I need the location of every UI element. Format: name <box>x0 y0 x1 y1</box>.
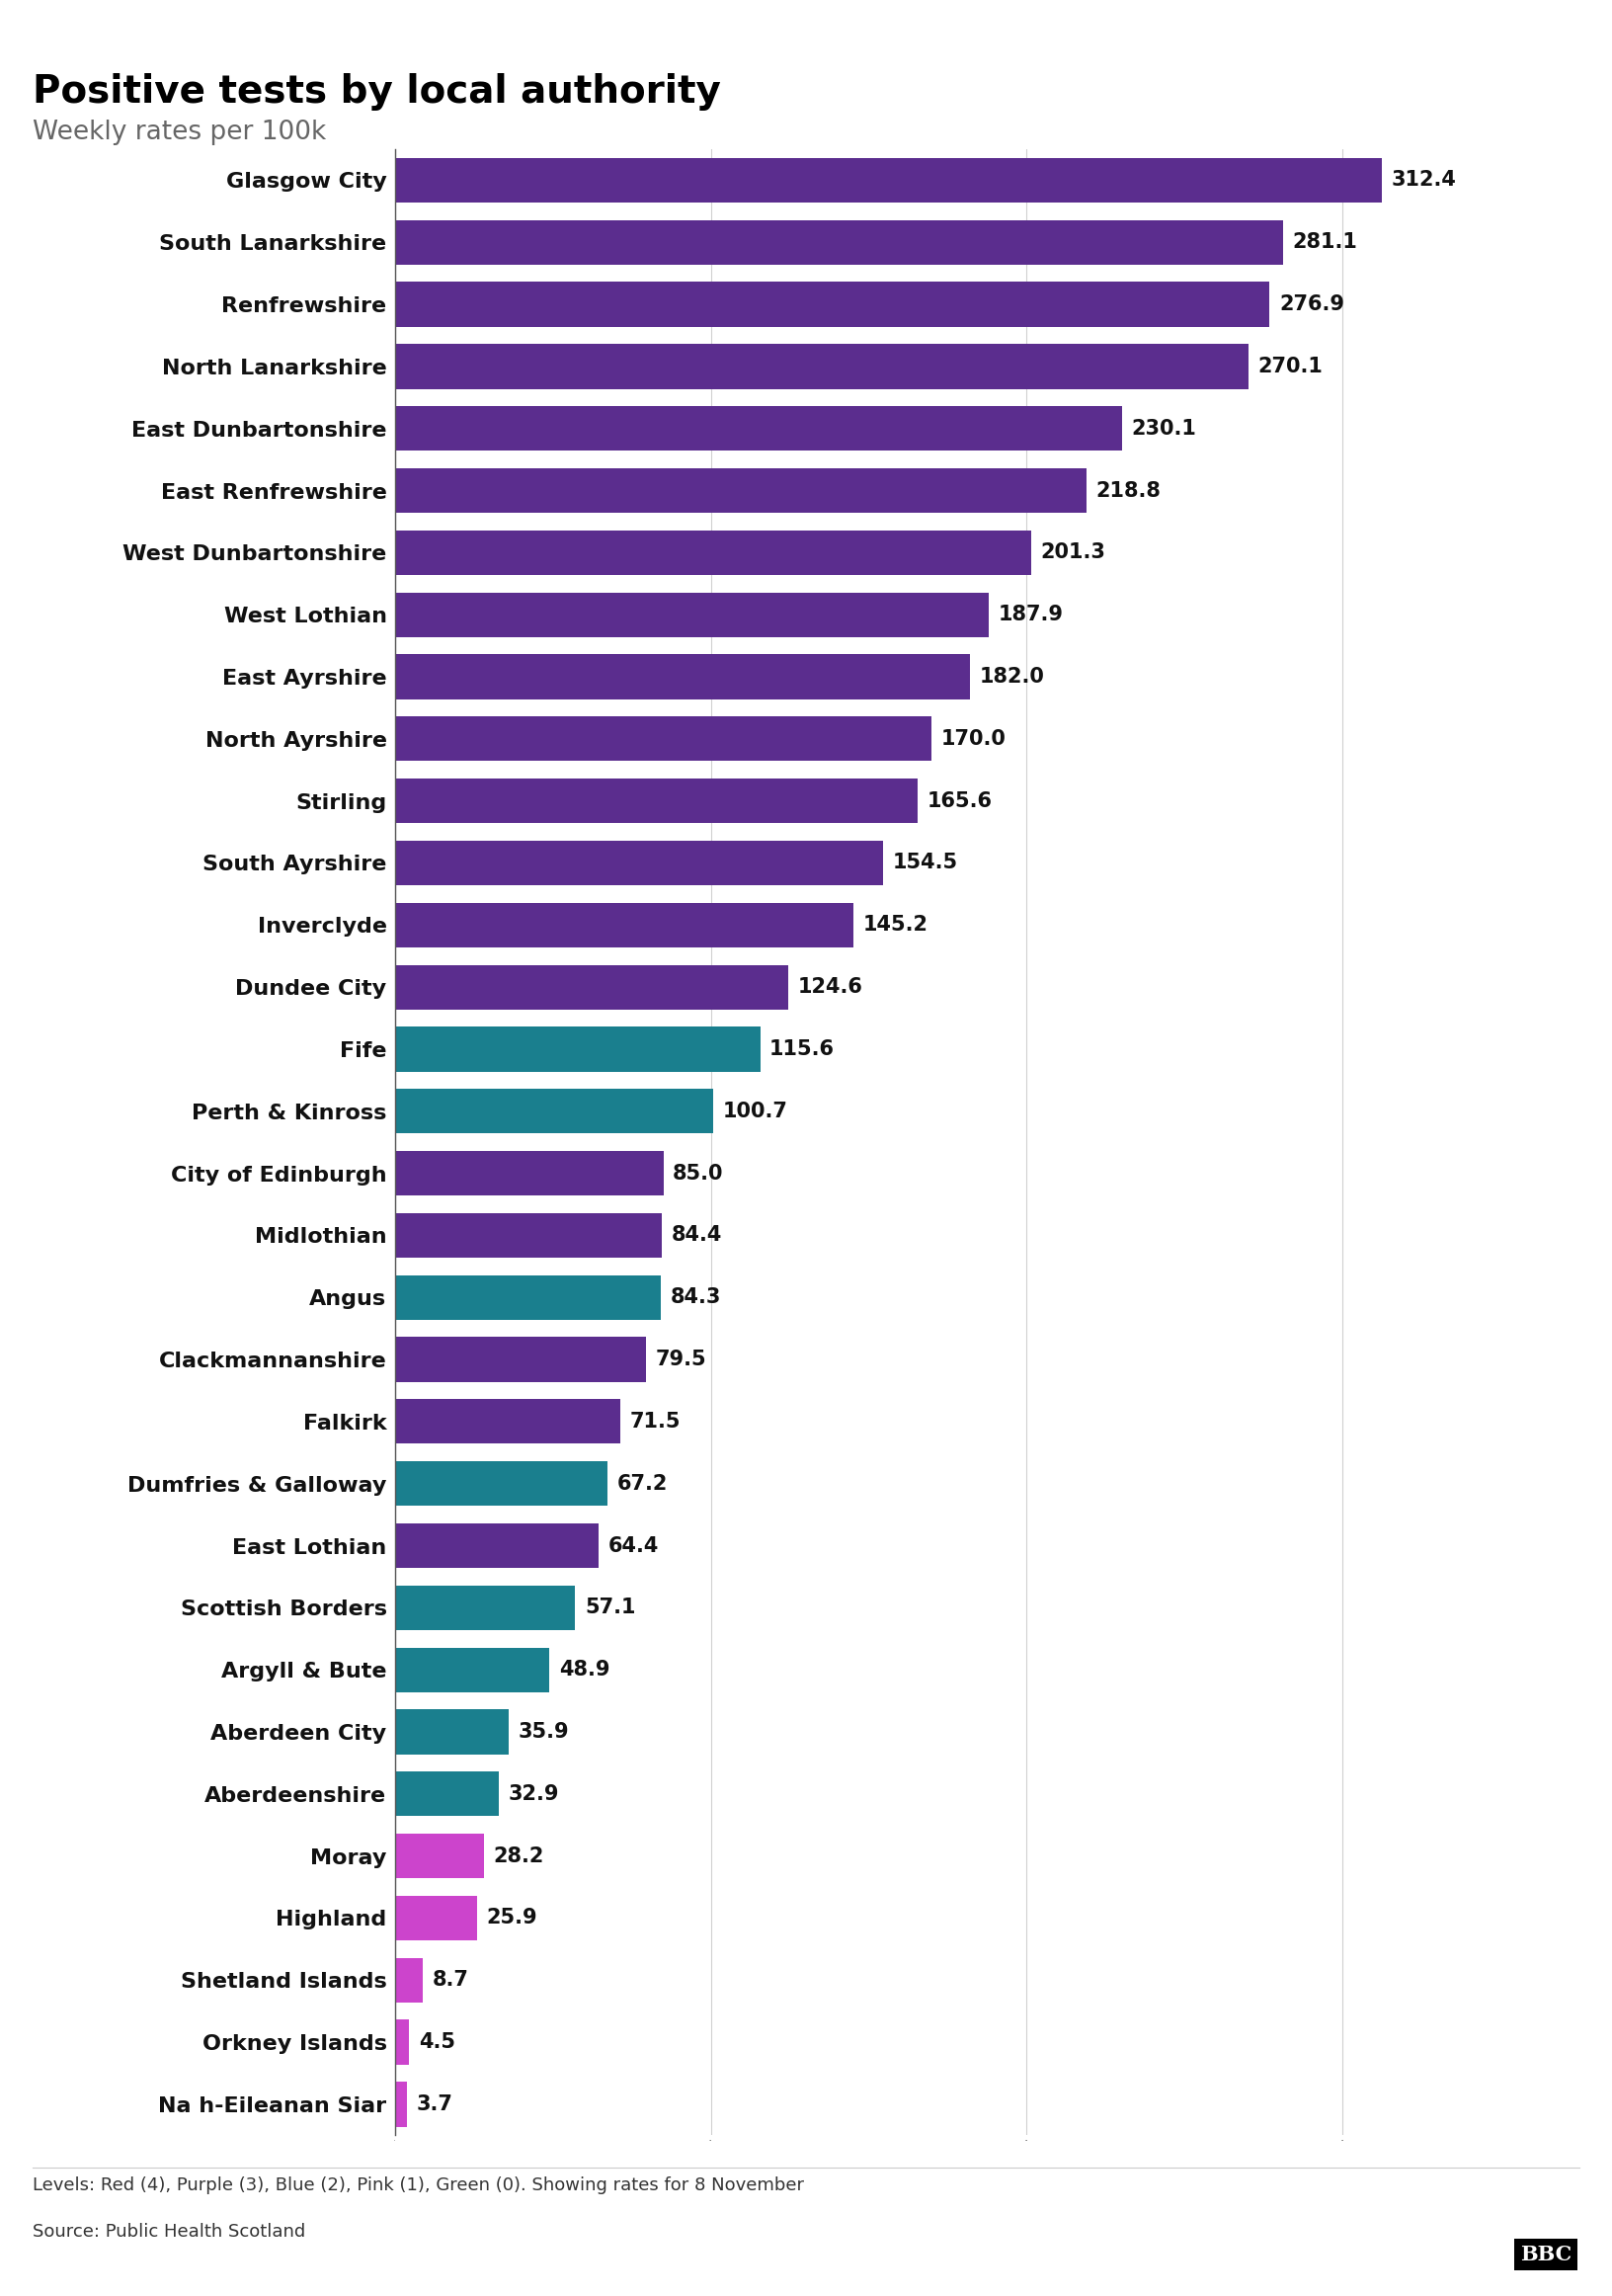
Bar <box>395 778 917 824</box>
Bar <box>395 1587 575 1630</box>
Bar <box>395 2082 406 2126</box>
Bar <box>395 1150 664 1196</box>
Text: 25.9: 25.9 <box>487 1908 537 1929</box>
Bar <box>395 1522 598 1568</box>
Text: BBC: BBC <box>1520 2245 1572 2264</box>
Bar <box>395 1649 550 1692</box>
Text: 230.1: 230.1 <box>1132 418 1196 439</box>
Text: 100.7: 100.7 <box>722 1102 788 1120</box>
Bar <box>395 654 970 698</box>
Bar <box>395 282 1270 326</box>
Text: 218.8: 218.8 <box>1096 480 1161 501</box>
Bar <box>395 1398 621 1444</box>
Text: 85.0: 85.0 <box>672 1164 724 1182</box>
Bar <box>395 406 1122 450</box>
Text: 270.1: 270.1 <box>1257 356 1322 377</box>
Text: 8.7: 8.7 <box>432 1970 469 1991</box>
Text: 281.1: 281.1 <box>1293 232 1357 253</box>
Bar <box>395 1212 661 1258</box>
Text: Source: Public Health Scotland: Source: Public Health Scotland <box>32 2223 305 2241</box>
Text: Weekly rates per 100k: Weekly rates per 100k <box>32 119 326 145</box>
Bar <box>395 1336 646 1382</box>
Bar <box>395 1026 761 1072</box>
Bar <box>395 220 1283 264</box>
Text: 64.4: 64.4 <box>608 1536 659 1557</box>
Bar <box>395 1896 477 1940</box>
Text: Levels: Red (4), Purple (3), Blue (2), Pink (1), Green (0). Showing rates for 8 : Levels: Red (4), Purple (3), Blue (2), P… <box>32 2177 804 2195</box>
Bar <box>395 158 1381 202</box>
Text: 32.9: 32.9 <box>508 1784 559 1805</box>
Text: 115.6: 115.6 <box>769 1040 835 1058</box>
Text: 3.7: 3.7 <box>416 2094 453 2115</box>
Text: 276.9: 276.9 <box>1278 294 1344 315</box>
Text: 79.5: 79.5 <box>656 1350 706 1368</box>
Text: 182.0: 182.0 <box>980 666 1045 687</box>
Bar <box>395 592 988 636</box>
Bar <box>395 964 788 1010</box>
Text: 4.5: 4.5 <box>419 2032 455 2053</box>
Bar <box>395 1274 661 1320</box>
Bar <box>395 1088 713 1134</box>
Bar <box>395 1460 608 1506</box>
Bar <box>395 1835 484 1878</box>
Bar <box>395 468 1086 512</box>
Text: 201.3: 201.3 <box>1040 542 1106 563</box>
Bar <box>395 902 854 948</box>
Text: 57.1: 57.1 <box>585 1598 635 1619</box>
Text: 84.4: 84.4 <box>671 1226 722 1244</box>
Bar <box>395 1711 508 1754</box>
Bar <box>395 1958 422 2002</box>
Text: 170.0: 170.0 <box>941 728 1006 748</box>
Text: 35.9: 35.9 <box>517 1722 569 1743</box>
Bar <box>395 1773 498 1816</box>
Bar <box>395 716 932 762</box>
Text: 71.5: 71.5 <box>630 1412 682 1430</box>
Text: 312.4: 312.4 <box>1391 170 1456 191</box>
Text: 187.9: 187.9 <box>998 604 1064 625</box>
Bar <box>395 344 1248 388</box>
Bar <box>395 2020 409 2064</box>
Text: 67.2: 67.2 <box>617 1474 667 1492</box>
Text: 165.6: 165.6 <box>927 792 993 810</box>
Text: 124.6: 124.6 <box>798 978 862 996</box>
Bar <box>395 840 883 886</box>
Text: Positive tests by local authority: Positive tests by local authority <box>32 73 721 110</box>
Text: 145.2: 145.2 <box>862 916 929 934</box>
Bar <box>395 530 1030 574</box>
Text: 84.3: 84.3 <box>671 1288 722 1306</box>
Text: 48.9: 48.9 <box>559 1660 609 1681</box>
Text: 154.5: 154.5 <box>893 854 958 872</box>
Text: 28.2: 28.2 <box>493 1846 545 1867</box>
